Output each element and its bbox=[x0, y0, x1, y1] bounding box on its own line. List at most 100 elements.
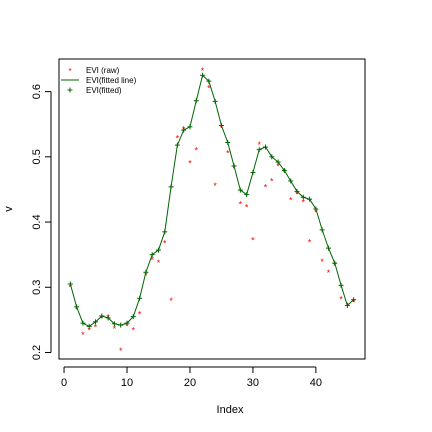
point-evi-fitted bbox=[181, 127, 187, 133]
point-evi-raw: * bbox=[226, 149, 230, 159]
point-evi-fitted bbox=[130, 314, 136, 320]
point-evi-fitted bbox=[313, 206, 319, 212]
point-evi-raw: * bbox=[327, 268, 331, 278]
point-evi-raw: * bbox=[163, 239, 167, 249]
point-evi-fitted bbox=[237, 187, 243, 193]
legend-label-raw: EVI (raw) bbox=[86, 66, 120, 75]
point-evi-fitted bbox=[93, 319, 99, 325]
point-evi-fitted bbox=[111, 321, 117, 327]
point-evi-fitted bbox=[86, 323, 92, 329]
point-evi-fitted bbox=[344, 303, 350, 309]
point-evi-fitted bbox=[325, 245, 331, 251]
point-evi-fitted bbox=[118, 322, 124, 328]
point-evi-fitted bbox=[351, 297, 357, 303]
point-evi-raw: * bbox=[239, 199, 243, 209]
point-evi-raw: * bbox=[213, 181, 217, 191]
point-evi-raw: * bbox=[69, 282, 73, 292]
point-evi-fitted bbox=[256, 147, 262, 153]
point-evi-raw: * bbox=[169, 296, 173, 306]
legend-marker-fitted-plus bbox=[67, 87, 73, 93]
point-evi-raw: * bbox=[201, 66, 205, 76]
point-evi-fitted bbox=[143, 269, 149, 275]
point-evi-fitted bbox=[99, 313, 105, 319]
point-evi-raw: * bbox=[132, 325, 136, 335]
y-tick-label: 0.2 bbox=[31, 345, 43, 360]
point-evi-fitted bbox=[124, 320, 130, 326]
point-evi-fitted bbox=[263, 144, 269, 150]
x-tick-label: 10 bbox=[121, 377, 133, 389]
point-evi-fitted bbox=[225, 139, 231, 145]
point-evi-fitted bbox=[200, 72, 206, 78]
point-evi-fitted bbox=[155, 247, 161, 253]
point-evi-fitted bbox=[193, 98, 199, 104]
point-evi-raw: * bbox=[314, 207, 318, 217]
point-evi-fitted bbox=[269, 154, 275, 160]
plot-frame bbox=[58, 58, 366, 360]
point-evi-fitted bbox=[319, 227, 325, 233]
point-evi-raw: * bbox=[308, 237, 312, 247]
x-tick-label: 40 bbox=[310, 377, 322, 389]
y-axis-title: v bbox=[3, 206, 15, 212]
point-evi-raw: * bbox=[257, 140, 261, 150]
point-evi-fitted bbox=[105, 315, 111, 321]
point-evi-fitted bbox=[137, 295, 143, 301]
x-tick-label: 30 bbox=[247, 377, 259, 389]
y-tick-label: 0.4 bbox=[31, 214, 43, 229]
point-evi-raw: * bbox=[352, 297, 356, 307]
point-evi-raw: * bbox=[150, 255, 154, 265]
point-evi-fitted bbox=[168, 184, 174, 190]
point-evi-fitted bbox=[338, 282, 344, 288]
legend-label-fitted: EVI(fitted) bbox=[86, 86, 122, 95]
point-evi-raw: * bbox=[157, 258, 161, 268]
legend: * EVI (raw) EVI(fitted line) EVI(fitted) bbox=[61, 66, 137, 95]
point-evi-fitted bbox=[275, 159, 281, 165]
point-evi-raw: * bbox=[100, 314, 104, 324]
point-evi-fitted bbox=[307, 196, 313, 202]
point-evi-fitted bbox=[244, 192, 250, 198]
y-tick-label: 0.5 bbox=[31, 149, 43, 164]
x-tick-label: 20 bbox=[184, 377, 196, 389]
point-evi-fitted bbox=[294, 188, 300, 194]
point-evi-raw: * bbox=[270, 177, 274, 187]
point-evi-raw: * bbox=[339, 295, 343, 305]
point-evi-raw: * bbox=[320, 257, 324, 267]
point-evi-fitted bbox=[218, 123, 224, 129]
point-evi-fitted bbox=[250, 169, 256, 175]
point-evi-fitted bbox=[74, 304, 80, 310]
point-evi-raw: * bbox=[333, 261, 337, 271]
plot-area: ** * ***** **** ************ *************** *… bbox=[67, 66, 357, 356]
point-evi-raw: * bbox=[276, 162, 280, 172]
point-evi-raw: * bbox=[125, 321, 129, 331]
point-evi-fitted bbox=[288, 178, 294, 184]
point-evi-fitted bbox=[332, 260, 338, 266]
point-evi-fitted bbox=[174, 142, 180, 148]
point-evi-raw: * bbox=[87, 325, 91, 335]
point-evi-raw: * bbox=[264, 183, 268, 193]
x-tick-label: 0 bbox=[61, 377, 67, 389]
point-evi-raw: * bbox=[81, 330, 85, 340]
point-evi-raw: * bbox=[245, 203, 249, 213]
y-axis: 0.2 0.3 0.4 0.5 0.6 bbox=[31, 84, 52, 360]
series-line-evi-fitted bbox=[69, 74, 355, 327]
point-evi-raw: * bbox=[176, 134, 180, 144]
point-evi-raw: * bbox=[138, 310, 142, 320]
point-evi-fitted bbox=[231, 163, 237, 169]
legend-label-fitted-line: EVI(fitted line) bbox=[86, 76, 137, 85]
legend-marker-raw: * bbox=[68, 67, 71, 76]
point-evi-raw: * bbox=[144, 271, 148, 281]
point-evi-raw: * bbox=[195, 145, 199, 155]
x-axis: 0 10 20 30 40 bbox=[61, 366, 322, 389]
x-axis-title: Index bbox=[217, 404, 244, 416]
point-evi-fitted bbox=[80, 320, 86, 326]
point-evi-fitted bbox=[187, 124, 193, 130]
point-evi-raw: * bbox=[251, 235, 255, 245]
point-evi-raw: * bbox=[119, 346, 123, 356]
y-tick-label: 0.3 bbox=[31, 280, 43, 295]
point-evi-fitted bbox=[67, 281, 73, 287]
point-evi-fitted bbox=[300, 194, 306, 200]
point-evi-fitted bbox=[212, 98, 218, 104]
point-evi-raw: * bbox=[188, 158, 192, 168]
point-evi-raw: * bbox=[94, 323, 98, 333]
point-evi-raw: * bbox=[302, 198, 306, 208]
